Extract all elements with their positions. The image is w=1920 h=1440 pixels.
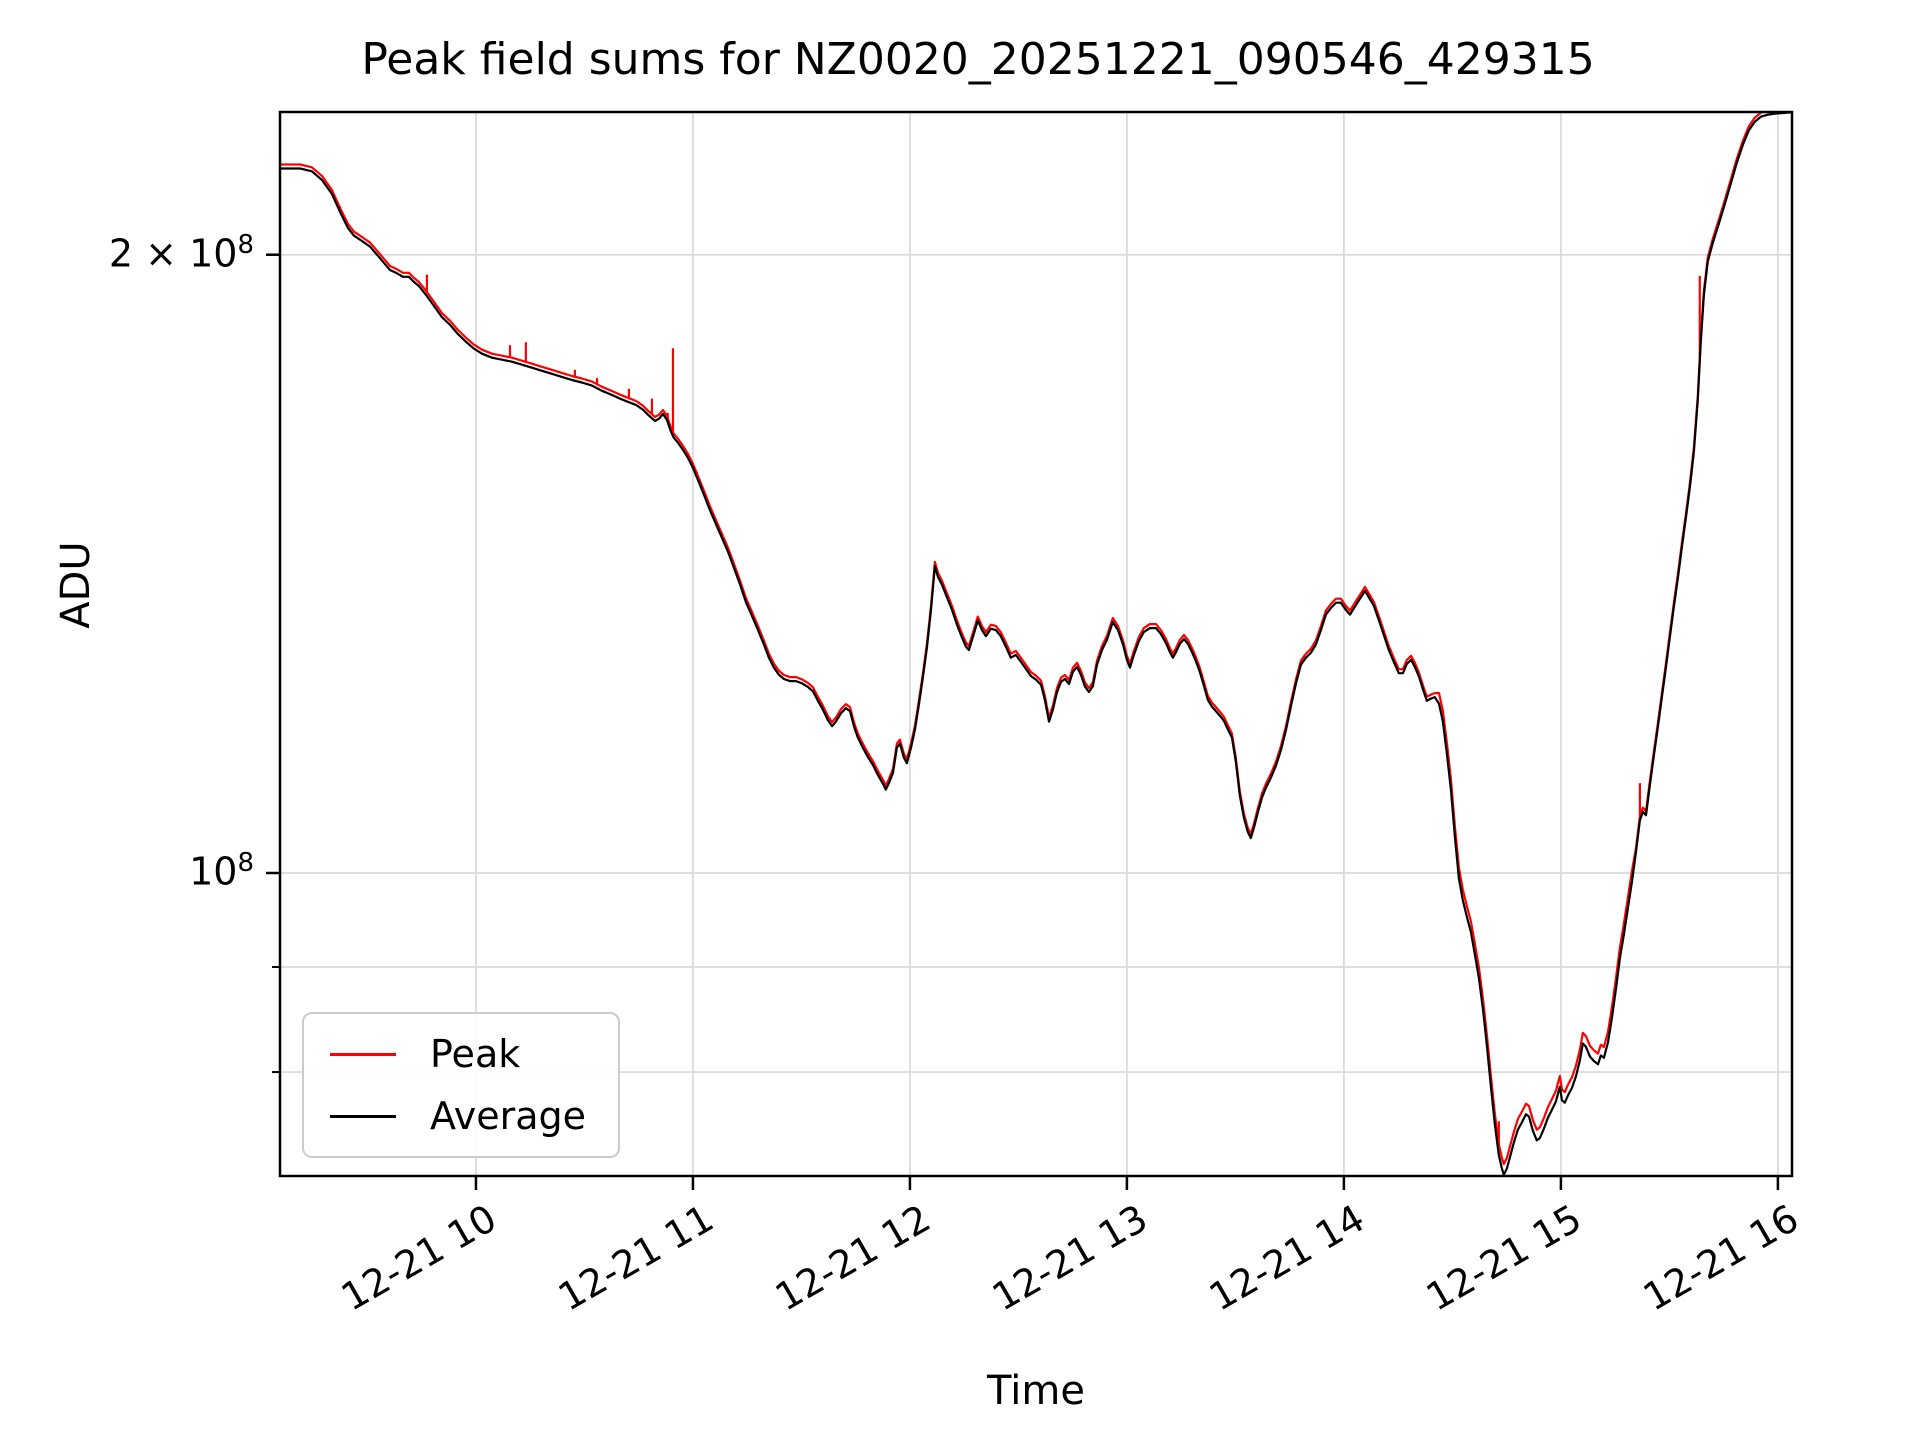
y-tick-label: 108: [189, 847, 254, 894]
legend-line-sample: [330, 1114, 396, 1118]
average-series-line: [280, 112, 1791, 1176]
chart-title: Peak field sums for NZ0020_20251221_0905…: [361, 34, 1595, 85]
axes-spines: [278, 110, 1794, 1178]
y-tick-label: 2 × 108: [108, 229, 254, 276]
legend-line-sample: [330, 1052, 396, 1056]
legend: Peak Average: [302, 1012, 620, 1158]
legend-item-average: Average: [304, 1094, 618, 1138]
legend-label: Peak: [430, 1032, 521, 1076]
peak-series-line: [280, 112, 1768, 1166]
x-axis-label: Time: [987, 1368, 1085, 1414]
legend-item-peak: Peak: [304, 1032, 618, 1076]
legend-label: Average: [430, 1094, 587, 1138]
